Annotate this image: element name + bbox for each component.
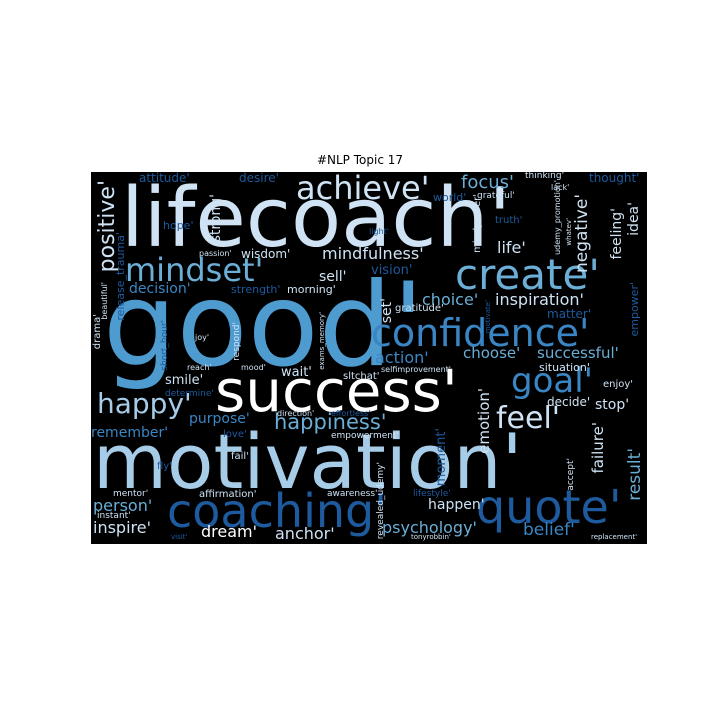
word-determine: determine' [165,389,214,399]
word-affirmation: affirmation' [199,489,257,500]
word-reach: reach' [187,363,212,372]
word-choose: choose' [463,344,521,362]
word-remember: remember' [91,425,169,441]
word-matter: matter' [547,307,592,321]
word-create: create' [455,250,600,299]
word-mindfulness: mindfulness' [322,244,424,263]
word-purpose: purpose' [189,411,250,427]
word-stop: stop' [595,397,630,413]
word-result: result' [625,448,645,501]
word-focus: focus' [461,172,514,193]
word-achieve: achieve' [296,172,430,207]
word-truth: truth' [495,215,523,226]
word-strong: strong' [208,194,224,243]
word-confidence: confidence' [371,311,590,355]
word-wisdom: wisdom' [241,247,291,261]
word-situation: situation' [539,361,590,374]
figure-title: #NLP Topic 17 [316,153,404,167]
word-empowerment: empowerment' [331,431,399,441]
word-visit: visit' [171,533,188,541]
word-motivation: motivation' [93,417,523,506]
word-strength: strength' [231,283,281,296]
word-negative: negative' [572,194,592,274]
word-happiness: happiness' [274,410,387,434]
word-decision: decision' [129,281,191,297]
word-idea: idea' [626,202,642,236]
word-mentor: mentor' [113,489,149,499]
word-release_trauma: release_trauma' [114,232,127,321]
word-thought: thought' [589,172,640,185]
word-feel: feel' [496,401,561,436]
word-moment: moment' [434,428,449,487]
word-smile: smile' [165,373,204,388]
word-life: life' [497,238,526,257]
word-anchor: anchor' [275,524,335,543]
word-coaching: coaching' [167,484,387,538]
word-light: light' [369,227,389,236]
word-action: action' [375,348,429,367]
word-attitude: attitude' [139,172,190,185]
word-grateful: grateful' [477,191,515,201]
word-joy: joy' [195,333,210,342]
word-inspire: inspire' [93,518,151,537]
word-lack: lack' [551,183,570,192]
word-accept: accept' [566,458,576,491]
word-short_hour: short_hour' [160,320,170,371]
word-mindset: mindset' [125,251,264,289]
word-failure: failure' [589,422,607,474]
word-sltchat: sltchat' [343,371,380,382]
word-love: love' [223,429,247,440]
word-morning: morning' [287,283,336,296]
word-feeling: feeling' [609,208,625,260]
word-effortless: effortless' [331,409,371,418]
word-respond: respond' [232,322,242,361]
word-fail: fail' [231,451,249,462]
word-revealed_udemy: revealed_udemy' [376,462,386,540]
word-fly: fly' [157,461,172,472]
word-udemy_promotion: udemy_promotion' [553,180,562,255]
word-instant: instant' [97,511,131,521]
word-set: set' [379,298,395,324]
word-whatev: whatev' [565,218,573,246]
word-hope: hope' [163,219,194,232]
word-empower: empower' [628,282,641,337]
word-dream: dream' [201,522,258,541]
word-drama: drama' [92,314,103,350]
word-happen: happen' [428,497,485,513]
word-exams_memory: exams_memory' [318,312,326,370]
word-desire: desire' [239,172,279,185]
word-mood: mood' [241,363,266,372]
word-belief: belief' [523,520,575,540]
word-tonyrobbin: tonyrobbin' [411,533,451,541]
word-sell: sell' [319,269,347,285]
word-emotion: emotion' [475,388,493,454]
word-choice: choice' [422,290,479,309]
word-awareness: awareness' [327,489,378,499]
word-direction: direction' [277,409,315,418]
word-world: world' [433,191,467,204]
word-enjoy: enjoy' [603,379,634,390]
word-goal: goal' [511,361,594,401]
word-lifestyle: lifestyle' [413,489,451,499]
word-replacement: replacement' [591,533,638,541]
word-selfimprovement: selfimprovement' [381,365,452,374]
word-success: success' [215,357,458,425]
word-vision: vision' [371,263,413,278]
word-good: good' [103,258,425,393]
word-person: person' [93,496,153,515]
word-mindpower: mindpower' [472,194,483,253]
word-happy: happy' [97,387,192,420]
word-gratitude: gratitude' [395,303,444,314]
word-wait: wait' [281,365,312,380]
word-lifecoach: lifecoach' [121,172,511,266]
word-passion: passion' [199,249,232,258]
word-thinking: thinking' [525,172,565,181]
word-motivate: motivate' [484,300,492,334]
word-successful: successful' [537,344,619,362]
word-psychology: psychology' [382,518,477,537]
word-inspiration: inspiration' [495,290,584,309]
word-cloud: lifecoach' good' motivation' success' co… [91,172,647,544]
word-quote: quote' [476,480,622,534]
word-decide: decide' [547,395,591,409]
